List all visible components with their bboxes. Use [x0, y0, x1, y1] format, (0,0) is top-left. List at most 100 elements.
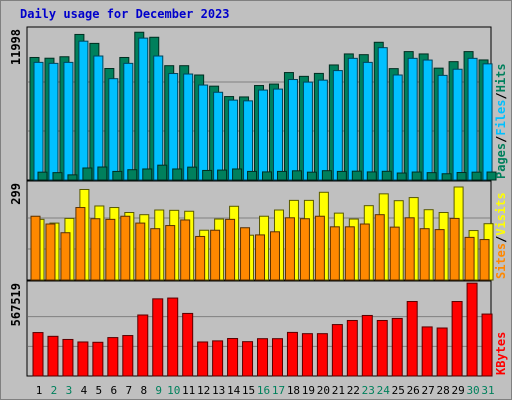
chart-title: Daily usage for December 2023 [20, 7, 230, 21]
pages-bar-17 [276, 170, 287, 181]
kbytes-bar-11 [182, 312, 194, 377]
files-bar-7 [123, 62, 134, 181]
kbytes-bar-9 [152, 298, 164, 377]
day-label-28: 28 [437, 384, 450, 397]
kbytes-bar-1 [32, 332, 44, 377]
pages-bar-5 [97, 166, 108, 181]
files-bar-21 [332, 70, 343, 181]
kbytes-bar-17 [271, 338, 283, 377]
day-label-25: 25 [392, 384, 405, 397]
day-label-8: 8 [140, 384, 147, 397]
day-label-1: 1 [36, 384, 43, 397]
files-bar-5 [93, 55, 104, 181]
sites-bar-18 [284, 217, 295, 281]
pages-bar-9 [157, 164, 168, 181]
files-bar-2 [48, 62, 59, 181]
pages-bar-20 [321, 170, 332, 181]
kbytes-bar-27 [421, 326, 433, 377]
pages-bar-7 [127, 169, 138, 181]
day-label-11: 11 [182, 384, 195, 397]
day-label-16: 16 [257, 384, 270, 397]
pages-bar-29 [456, 172, 467, 181]
sites-bar-27 [419, 228, 430, 281]
day-label-24: 24 [377, 384, 391, 397]
sites-bar-3 [60, 232, 71, 281]
pages-bar-3 [67, 174, 78, 181]
day-label-21: 21 [332, 384, 345, 397]
panel-1-ymax-label: 11998 [9, 29, 23, 65]
day-label-3: 3 [66, 384, 73, 397]
panel-3-axis-label: KBytes [494, 332, 508, 375]
sites-bar-30 [464, 236, 475, 281]
pages-bar-1 [37, 171, 48, 181]
day-label-31: 31 [481, 384, 494, 397]
day-label-4: 4 [81, 384, 88, 397]
day-label-10: 10 [167, 384, 180, 397]
files-bar-12 [198, 84, 209, 181]
kbytes-bar-7 [122, 335, 134, 377]
day-label-9: 9 [155, 384, 162, 397]
sites-bar-25 [389, 226, 400, 281]
axis-label-part: Pages [494, 143, 508, 179]
sites-bar-11 [180, 219, 191, 281]
axis-label-part: Files [494, 100, 508, 136]
pages-bar-23 [366, 171, 377, 181]
pages-bar-18 [291, 170, 302, 181]
pages-bar-25 [396, 172, 407, 181]
sites-bar-21 [329, 226, 340, 281]
pages-bar-16 [262, 171, 273, 181]
pages-bar-2 [52, 172, 63, 181]
day-label-12: 12 [197, 384, 210, 397]
sites-bar-14 [225, 218, 236, 281]
sites-bar-7 [120, 215, 131, 281]
files-bar-14 [228, 99, 239, 181]
sites-bar-22 [344, 226, 355, 281]
day-label-26: 26 [407, 384, 420, 397]
files-bar-19 [302, 81, 313, 181]
kbytes-bar-28 [436, 327, 448, 377]
day-label-20: 20 [317, 384, 330, 397]
pages-bar-28 [441, 173, 452, 181]
files-bar-20 [317, 79, 328, 181]
kbytes-bar-24 [376, 319, 388, 377]
sites-bar-26 [404, 217, 415, 281]
sites-bar-15 [240, 227, 251, 281]
kbytes-bar-18 [286, 331, 298, 377]
files-bar-8 [138, 37, 149, 181]
kbytes-bar-16 [257, 338, 269, 377]
sites-bar-13 [210, 229, 221, 281]
day-label-23: 23 [362, 384, 375, 397]
sites-bar-31 [479, 239, 490, 281]
kbytes-bar-2 [47, 335, 59, 377]
kbytes-bar-6 [107, 337, 119, 377]
files-bar-23 [362, 61, 373, 181]
files-bar-17 [272, 88, 283, 181]
sites-bar-10 [165, 225, 176, 281]
axis-label-part: / [494, 136, 508, 143]
sites-bar-19 [299, 218, 310, 281]
sites-bar-4 [75, 207, 86, 281]
kbytes-bar-4 [77, 341, 89, 377]
day-label-30: 30 [466, 384, 479, 397]
sites-bar-29 [449, 217, 460, 281]
sites-bar-17 [269, 231, 280, 281]
day-label-18: 18 [287, 384, 300, 397]
axis-label-part: / [494, 236, 508, 243]
day-label-17: 17 [272, 384, 285, 397]
sites-bar-28 [434, 229, 445, 281]
day-label-13: 13 [212, 384, 225, 397]
sites-bar-5 [90, 218, 101, 281]
files-bar-27 [422, 59, 433, 181]
kbytes-bar-19 [301, 333, 313, 377]
files-bar-6 [108, 78, 119, 181]
kbytes-bar-20 [316, 333, 328, 377]
pages-bar-27 [426, 172, 437, 181]
files-bar-24 [377, 47, 388, 181]
kbytes-bar-10 [167, 297, 179, 377]
axis-label-part: Visits [494, 192, 508, 235]
pages-bar-11 [187, 166, 198, 181]
day-label-22: 22 [347, 384, 360, 397]
sites-bar-1 [30, 215, 41, 281]
kbytes-bar-15 [242, 341, 254, 377]
